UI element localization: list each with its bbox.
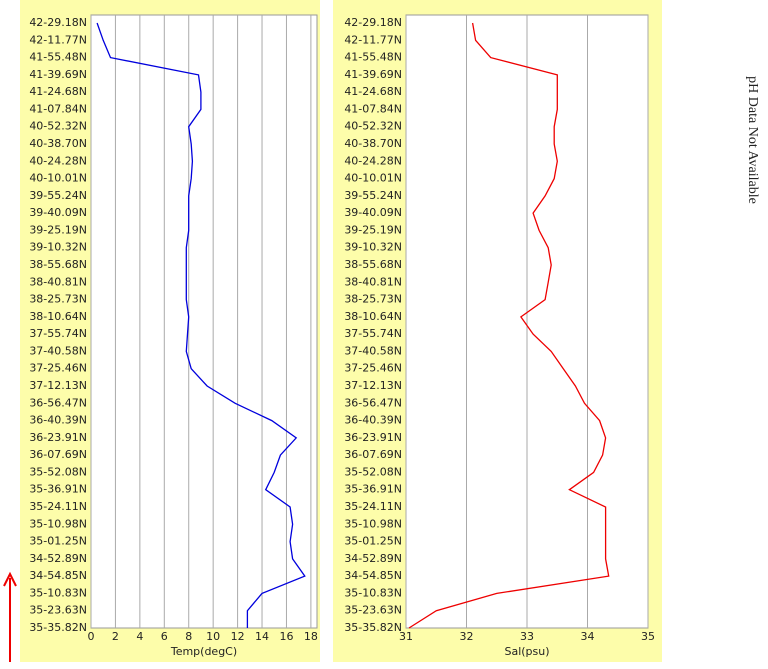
x-tick-label: 35 <box>641 630 655 643</box>
y-tick-label: 38-10.64N <box>344 310 402 323</box>
y-tick-label: 40-24.28N <box>344 154 402 167</box>
y-tick-label: 35-23.63N <box>344 604 402 617</box>
y-tick-label: 39-55.24N <box>344 189 402 202</box>
y-tick-label: 36-40.39N <box>29 414 87 427</box>
x-tick-label: 32 <box>460 630 474 643</box>
x-tick-label: 12 <box>231 630 245 643</box>
y-tick-label: 40-52.32N <box>29 120 87 133</box>
y-tick-label: 35-52.08N <box>344 465 402 478</box>
y-tick-label: 42-11.77N <box>344 33 402 46</box>
y-tick-label: 35-10.98N <box>29 517 87 530</box>
y-tick-label: 34-54.85N <box>29 569 87 582</box>
y-tick-label: 34-54.85N <box>344 569 402 582</box>
y-tick-label: 37-55.74N <box>29 327 87 340</box>
y-tick-label: 39-10.32N <box>29 241 87 254</box>
y-tick-label: 40-10.01N <box>29 172 87 185</box>
y-tick-label: 37-40.58N <box>344 344 402 357</box>
x-tick-label: 2 <box>112 630 119 643</box>
y-tick-label: 38-55.68N <box>344 258 402 271</box>
y-tick-label: 42-11.77N <box>29 33 87 46</box>
y-tick-label: 36-07.69N <box>29 448 87 461</box>
y-tick-label: 38-40.81N <box>29 275 87 288</box>
x-tick-label: 31 <box>399 630 413 643</box>
y-tick-label: 35-52.08N <box>29 465 87 478</box>
y-tick-label: 35-01.25N <box>344 535 402 548</box>
y-tick-label: 40-38.70N <box>29 137 87 150</box>
y-tick-label: 39-55.24N <box>29 189 87 202</box>
y-tick-label: 38-55.68N <box>29 258 87 271</box>
y-tick-label: 40-38.70N <box>344 137 402 150</box>
y-tick-label: 37-55.74N <box>344 327 402 340</box>
y-tick-label: 39-25.19N <box>29 223 87 236</box>
y-tick-label: 40-10.01N <box>344 172 402 185</box>
y-tick-label: 40-24.28N <box>29 154 87 167</box>
y-tick-label: 35-10.83N <box>344 586 402 599</box>
y-tick-label: 39-10.32N <box>344 241 402 254</box>
y-tick-label: 37-25.46N <box>344 362 402 375</box>
y-tick-label: 41-39.69N <box>29 68 87 81</box>
y-tick-label: 42-29.18N <box>344 16 402 29</box>
y-tick-label: 36-56.47N <box>29 396 87 409</box>
x-tick-label: 16 <box>279 630 293 643</box>
y-tick-label: 42-29.18N <box>29 16 87 29</box>
y-tick-label: 41-39.69N <box>344 68 402 81</box>
y-tick-label: 35-36.91N <box>344 483 402 496</box>
plot-area <box>90 14 318 629</box>
y-tick-label: 35-24.11N <box>29 500 87 513</box>
y-tick-label: 41-07.84N <box>29 102 87 115</box>
x-tick-label: 0 <box>88 630 95 643</box>
y-tick-label: 41-55.48N <box>29 51 87 64</box>
y-tick-label: 35-24.11N <box>344 500 402 513</box>
y-tick-label: 37-40.58N <box>29 344 87 357</box>
arrow-head <box>3 571 17 587</box>
y-tick-label: 39-25.19N <box>344 223 402 236</box>
y-tick-label: 38-25.73N <box>344 293 402 306</box>
y-tick-label: 35-01.25N <box>29 535 87 548</box>
y-tick-label: 35-35.82N <box>344 621 402 634</box>
x-tick-label: 34 <box>581 630 595 643</box>
y-tick-label: 40-52.32N <box>344 120 402 133</box>
x-tick-label: 6 <box>161 630 168 643</box>
y-tick-label: 36-07.69N <box>344 448 402 461</box>
y-tick-label: 35-10.98N <box>344 517 402 530</box>
y-tick-label: 35-10.83N <box>29 586 87 599</box>
y-tick-label: 41-24.68N <box>344 85 402 98</box>
x-tick-label: 14 <box>255 630 269 643</box>
data-line <box>96 22 306 628</box>
y-tick-label: 38-40.81N <box>344 275 402 288</box>
y-tick-label: 36-23.91N <box>344 431 402 444</box>
y-tick-label: 41-07.84N <box>344 102 402 115</box>
y-tick-label: 36-40.39N <box>344 414 402 427</box>
y-tick-label: 35-23.63N <box>29 604 87 617</box>
x-tick-label: 18 <box>304 630 318 643</box>
x-tick-label: 33 <box>520 630 534 643</box>
y-tick-label: 36-23.91N <box>29 431 87 444</box>
data-line <box>408 22 610 629</box>
y-tick-label: 41-55.48N <box>344 51 402 64</box>
y-tick-label: 34-52.89N <box>344 552 402 565</box>
y-tick-label: 38-25.73N <box>29 293 87 306</box>
y-tick-label: 36-56.47N <box>344 396 402 409</box>
note: pH Data Not Available <box>745 76 760 204</box>
x-axis-label: Temp(degC) <box>170 645 237 658</box>
x-tick-label: 4 <box>136 630 143 643</box>
y-tick-label: 34-52.89N <box>29 552 87 565</box>
y-tick-label: 37-25.46N <box>29 362 87 375</box>
y-tick-label: 41-24.68N <box>29 85 87 98</box>
y-tick-label: 39-40.09N <box>344 206 402 219</box>
y-tick-label: 38-10.64N <box>29 310 87 323</box>
y-tick-label: 39-40.09N <box>29 206 87 219</box>
x-tick-label: 8 <box>185 630 192 643</box>
y-tick-label: 37-12.13N <box>344 379 402 392</box>
y-tick-label: 35-35.82N <box>29 621 87 634</box>
y-tick-label: 35-36.91N <box>29 483 87 496</box>
x-axis-label: Sal(psu) <box>504 645 549 658</box>
y-tick-label: 37-12.13N <box>29 379 87 392</box>
x-tick-label: 10 <box>206 630 220 643</box>
